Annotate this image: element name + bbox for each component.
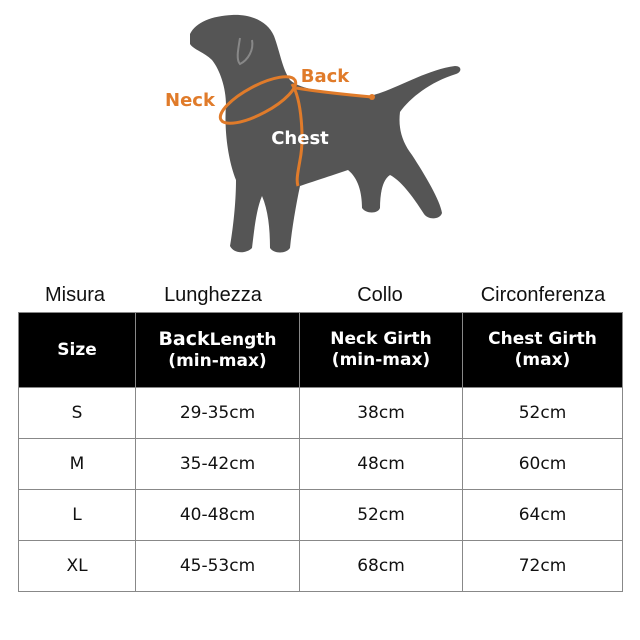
table-cell: 38cm [299,387,463,439]
chest-label: Chest [271,128,329,149]
header-text: (max) [514,350,571,370]
header-cell: Chest Girth (max) [462,312,623,388]
back-end [369,94,375,100]
table-cell: 72cm [462,540,623,592]
back-measure [295,86,373,99]
table-cell: 40-48cm [135,489,300,541]
caption: Circonferenza [480,284,606,306]
header-text: Back [158,327,210,350]
caption: Misura [44,284,106,306]
table-cell: S [18,387,136,439]
table-cell: L [18,489,136,541]
table-cell: 29-35cm [135,387,300,439]
neck-measure [218,75,298,125]
table-cell: 68cm [299,540,463,592]
table-body: S 29-35cm 38cm 52cm M 35-42cm 48cm 60cm L 40-48cm… [18,387,623,592]
table-row: S 29-35cm 38cm 52cm [18,387,623,439]
table-cell: XL [18,540,136,592]
caption: Collo [357,284,403,306]
header-cell: Size [18,312,136,388]
header-row: Size BackLength (min-max) Neck Girth (min-… [18,312,623,388]
back-label: Back [301,66,351,87]
table-cell: 52cm [462,387,623,439]
header-text: Length [209,329,277,350]
table-row: L 40-48cm 52cm 64cm [18,489,623,541]
caption: Lunghezza [164,284,262,306]
neck-label: Neck [165,90,216,111]
header-text: Neck Girth [330,329,432,349]
table-cell: 45-53cm [135,540,300,592]
dog-silhouette [190,14,461,253]
dog-ear [236,37,254,66]
header-text: Chest Girth [488,329,597,349]
chest-measure [290,83,304,187]
header-cell: BackLength (min-max) [135,312,300,388]
header-text: (min-max) [168,350,267,371]
header-cell: Neck Girth (min-max) [299,312,463,388]
size-table: Size BackLength (min-max) Neck Girth (min-… [18,312,623,592]
table-cell: 52cm [299,489,463,541]
table-cell: 60cm [462,438,623,490]
table-row: XL 45-53cm 68cm 72cm [18,540,623,592]
header-text: Size [57,339,97,360]
dog-diagram: Neck Back Chest [165,14,461,253]
table-cell: M [18,438,136,490]
table-row: M 35-42cm 48cm 60cm [18,438,623,490]
table-cell: 48cm [299,438,463,490]
header-text: (min-max) [331,350,431,370]
table-cell: 35-42cm [135,438,300,490]
table-cell: 64cm [462,489,623,541]
